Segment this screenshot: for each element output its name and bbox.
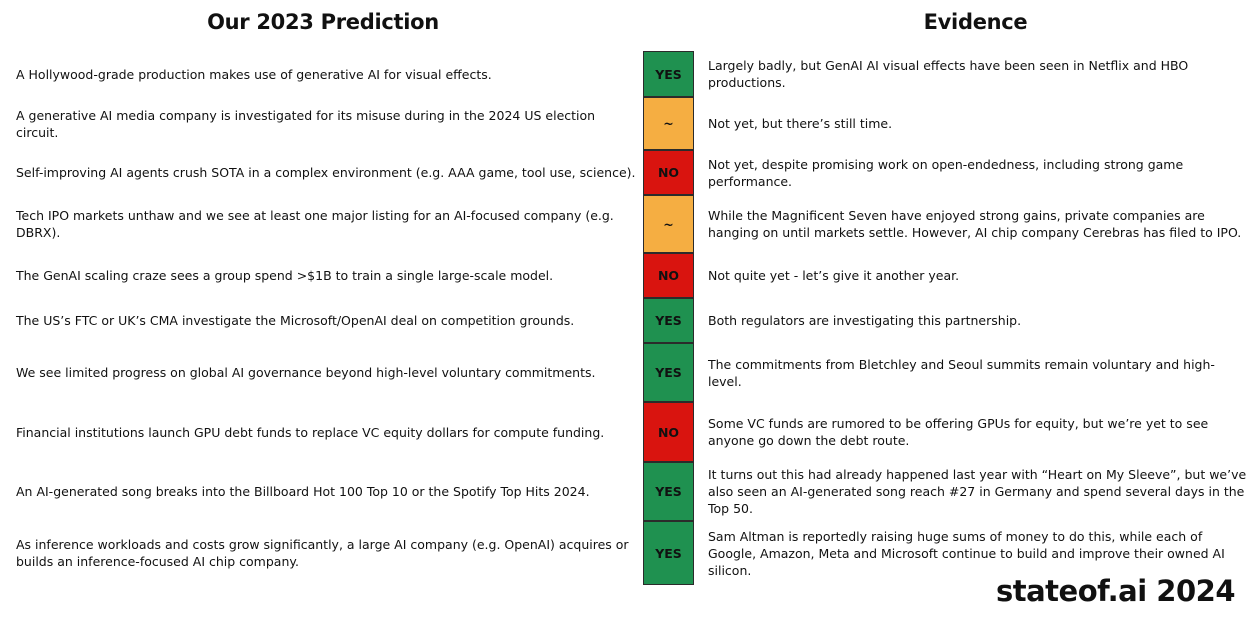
prediction-text: An AI-generated song breaks into the Bil… [16,484,590,499]
table-row: Tech IPO markets unthaw and we see at le… [0,195,1253,253]
prediction-text: A Hollywood-grade production makes use o… [16,66,492,82]
table-row: Self-improving AI agents crush SOTA in a… [0,150,1253,195]
verdict-badge: NO [643,253,694,298]
evidence-text: Sam Altman is reportedly raising huge su… [708,528,1225,578]
evidence-text: Not quite yet - let’s give it another ye… [708,268,960,283]
table-row: We see limited progress on global AI gov… [0,343,1253,402]
verdict-badge: ~ [643,97,694,150]
evidence-text: Not yet, but there’s still time. [708,116,893,131]
verdict-badge: YES [643,462,694,521]
prediction-column-heading: Our 2023 Prediction [207,10,439,34]
prediction-text: The US’s FTC or UK’s CMA investigate the… [16,313,575,328]
evidence-column-heading: Evidence [923,10,1028,34]
evidence-text: The commitments from Bletchley and Seoul… [708,356,1215,389]
evidence-text: Largely badly, but GenAI AI visual effec… [708,58,1189,90]
prediction-text: The GenAI scaling craze sees a group spe… [16,268,554,283]
table-row: As inference workloads and costs grow si… [0,521,1253,585]
prediction-text: As inference workloads and costs grow si… [16,537,629,569]
verdict-badge: YES [643,51,694,97]
table-row: An AI-generated song breaks into the Bil… [0,462,1253,521]
table-row: The GenAI scaling craze sees a group spe… [0,253,1253,298]
evidence-text: It turns out this had already happened l… [708,467,1247,516]
prediction-text: A generative AI media company is investi… [16,107,596,140]
verdict-badge: NO [643,150,694,195]
evidence-text: Both regulators are investigating this p… [708,313,1022,328]
evidence-text: Some VC funds are rumored to be offering… [708,416,1209,448]
evidence-text: Not yet, despite promising work on open-… [708,156,1184,189]
brand-watermark: stateof.ai 2024 [995,574,1236,608]
verdict-badge: YES [643,343,694,402]
verdict-badge: NO [643,402,694,462]
prediction-text: Tech IPO markets unthaw and we see at le… [16,208,614,240]
prediction-text: We see limited progress on global AI gov… [16,365,596,380]
evidence-text: While the Magnificent Seven have enjoyed… [708,208,1242,240]
prediction-text: Self-improving AI agents crush SOTA in a… [16,165,636,180]
verdict-badge: ~ [643,195,694,253]
verdict-badge: YES [643,298,694,343]
verdict-badge: YES [643,521,694,585]
table-row: A Hollywood-grade production makes use o… [0,51,1253,97]
table-row: The US’s FTC or UK’s CMA investigate the… [0,298,1253,343]
table-row: Financial institutions launch GPU debt f… [0,402,1253,462]
table-row: A generative AI media company is investi… [0,97,1253,150]
prediction-text: Financial institutions launch GPU debt f… [16,424,605,440]
